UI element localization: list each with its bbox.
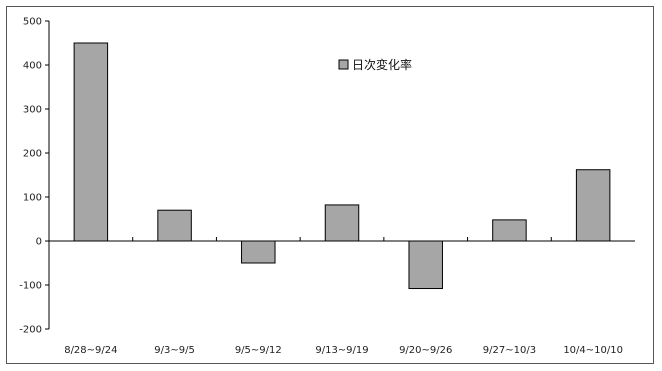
chart-frame: -200 -100 0 100 200 300 400 500 8/28~9/24 9/3~9/… — [6, 6, 654, 364]
x-tick-label: 8/28~9/24 — [64, 345, 117, 356]
bar — [408, 240, 443, 290]
bars — [73, 42, 611, 290]
legend-label: 日次変化率 — [352, 57, 412, 72]
bar — [157, 209, 192, 242]
y-tick-label: 400 — [23, 61, 42, 72]
y-tick-label: 0 — [36, 237, 42, 248]
x-tick-label: 9/27~10/3 — [483, 345, 536, 356]
y-tick-label: 500 — [23, 17, 42, 28]
bar — [575, 169, 611, 242]
x-tick-label: 9/13~9/19 — [315, 345, 368, 356]
bar — [241, 240, 276, 264]
bar — [492, 219, 527, 242]
legend: 日次変化率 — [338, 57, 412, 72]
x-ticks — [132, 237, 552, 241]
y-tick-label: -100 — [19, 281, 42, 292]
bar — [73, 42, 109, 242]
y-tick-label: -200 — [19, 325, 42, 336]
x-tick-label: 9/20~9/26 — [399, 345, 452, 356]
bar-chart: -200 -100 0 100 200 300 400 500 8/28~9/24 9/3~9/… — [19, 17, 635, 356]
y-tick-label: 100 — [23, 193, 42, 204]
legend-swatch — [338, 59, 349, 70]
x-tick-label: 9/3~9/5 — [154, 345, 195, 356]
y-tick-label: 200 — [23, 149, 42, 160]
bar — [324, 204, 360, 242]
x-tick-label: 9/5~9/12 — [235, 345, 282, 356]
x-tick-label: 10/4~10/10 — [563, 345, 623, 356]
y-ticks: -200 -100 0 100 200 300 400 500 — [19, 17, 49, 336]
y-tick-label: 300 — [23, 105, 42, 116]
category-labels: 8/28~9/24 9/3~9/5 9/5~9/12 9/13~9/19 9/20~9/… — [64, 345, 623, 356]
